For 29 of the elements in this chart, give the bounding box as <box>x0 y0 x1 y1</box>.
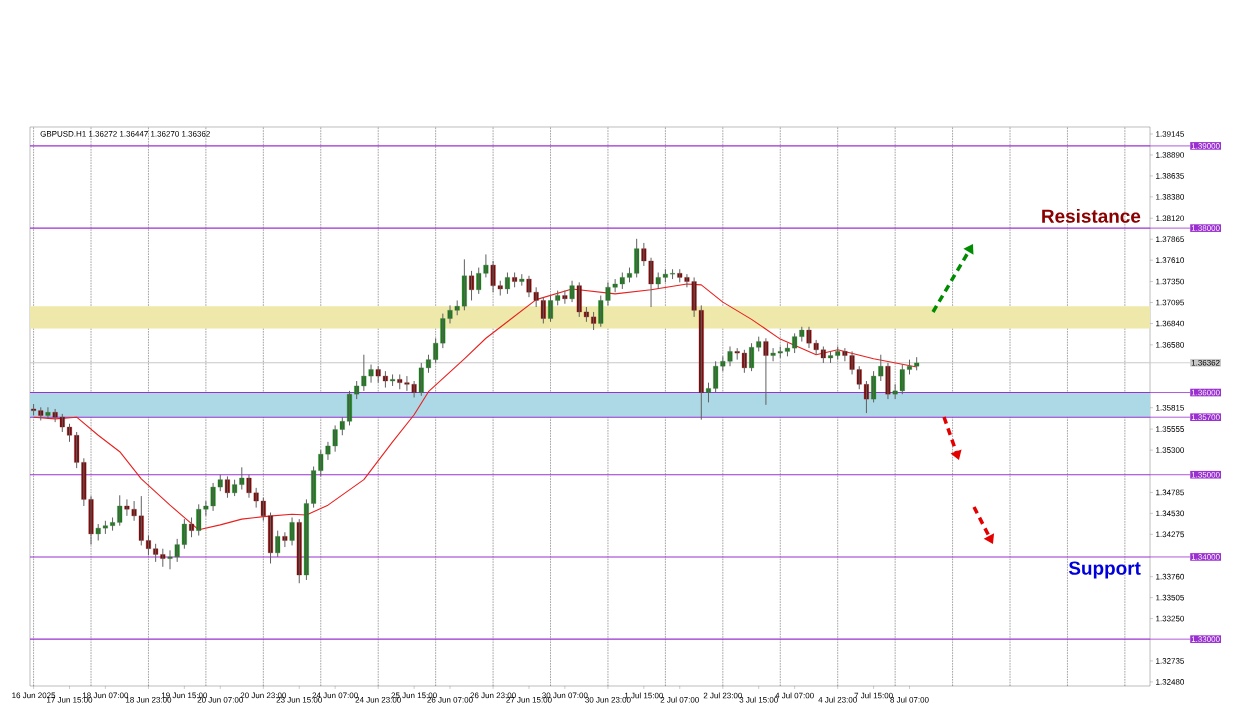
candlestick <box>591 311 597 331</box>
candlestick <box>835 345 841 361</box>
candlestick <box>189 516 194 538</box>
candlestick <box>282 531 288 548</box>
candlestick <box>519 273 525 287</box>
candlestick <box>303 498 309 581</box>
candlestick <box>275 530 281 558</box>
candlestick <box>418 362 424 397</box>
candlestick <box>828 350 833 364</box>
candlestick <box>785 342 790 357</box>
candlestick <box>67 423 72 443</box>
candlestick <box>562 290 568 305</box>
candlestick <box>914 356 920 371</box>
candlestick <box>756 336 762 352</box>
candlestick <box>224 475 230 499</box>
candlestick <box>45 406 51 420</box>
candlestick <box>634 238 640 278</box>
annotation: Support <box>1068 561 1141 579</box>
candlestick <box>390 373 396 387</box>
candlestick <box>907 359 912 375</box>
candlestick <box>296 518 302 584</box>
candlestick <box>627 267 632 283</box>
candlestick <box>706 382 711 403</box>
candlestick <box>426 354 431 374</box>
annotation: Resistance <box>1042 208 1141 223</box>
candlestick <box>512 272 518 288</box>
candlestick <box>504 272 510 295</box>
candlestick <box>670 268 676 280</box>
candlestick <box>555 290 561 306</box>
